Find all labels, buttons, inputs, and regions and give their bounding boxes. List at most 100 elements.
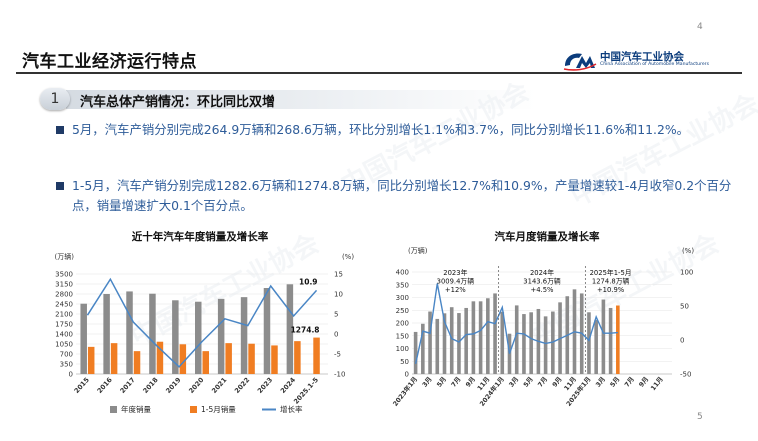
section-number-badge: 1	[40, 88, 70, 110]
y-tick-label-left: 0	[405, 371, 409, 379]
annotation-year-2-line-1: 2024年	[530, 268, 554, 277]
x-tick-label: 2023	[256, 376, 275, 395]
x-tick-label: 2015	[73, 376, 92, 395]
bar-monthly-sales	[486, 298, 490, 374]
y-tick-label-left: 1750	[55, 321, 73, 329]
y-tick-label-left: 0	[69, 371, 73, 379]
bar-monthly-sales	[493, 293, 497, 374]
bar-monthly-sales	[543, 316, 548, 374]
bar-monthly-sales	[478, 301, 483, 374]
y-tick-label-left: 3150	[55, 281, 73, 289]
annual-sales-chart: 近十年汽车年度销量及增长率(万辆) (%)03507001050140017502…	[55, 230, 355, 414]
x-tick-label: 2018	[141, 376, 160, 395]
bar-monthly-sales	[529, 312, 533, 374]
title-divider	[16, 72, 742, 74]
bar-monthly-sales	[449, 307, 454, 374]
y-tick-label-left: 250	[396, 307, 409, 315]
x-tick-label: 7月	[536, 375, 549, 388]
y-tick-label-right: 5	[334, 311, 338, 319]
bar-annual-sales	[126, 291, 133, 374]
bar-annual-sales	[103, 294, 110, 374]
y-tick-label-right: 50	[680, 303, 689, 311]
bar-annual-sales	[172, 300, 179, 374]
y-tick-label-right: 10	[334, 291, 343, 299]
bar-jan-may-sales	[225, 343, 232, 374]
y-tick-label-left: 2100	[55, 311, 73, 319]
monthly-sales-chart: 汽车月度销量及增长率 (万辆) (%) 0 50 100 150 200 250 300 350 40…	[391, 230, 695, 408]
x-tick-label: 7月	[450, 375, 463, 388]
section-title: 汽车总体产销情况：环比同比双增	[80, 95, 276, 110]
bar-monthly-sales	[421, 323, 425, 374]
bullet-square-icon	[56, 126, 64, 134]
x-tick-label: 3月	[421, 375, 434, 388]
x-tick-label: 2020	[187, 376, 206, 395]
bar-jan-may-sales	[202, 351, 209, 374]
annotation-year-2-line-3: +4.5%	[531, 286, 555, 294]
bullet-item-2: 1-5月，汽车产销分别完成1282.6万辆和1274.8万辆，同比分别增长12.…	[56, 176, 732, 216]
x-tick-label: 2024	[279, 376, 298, 395]
y-tick-label-left: 3500	[55, 271, 73, 279]
bar-jan-may-sales	[271, 345, 278, 374]
section-heading-bar	[66, 90, 536, 109]
bullet-item-1: 5月，汽车产销分别完成264.9万辆和268.6万辆，环比分别增长1.1%和3.…	[56, 120, 732, 140]
y-tick-label-right: 0	[680, 337, 684, 345]
x-tick-label: 5月	[435, 375, 448, 388]
legend-label-annual: 年度销量	[121, 404, 151, 414]
y-tick-label-left: 400	[396, 269, 409, 277]
page-number-bottom: 5	[697, 412, 703, 422]
bullet-text-1: 5月，汽车产销分别完成264.9万辆和268.6万辆，环比分别增长1.1%和3.…	[72, 122, 690, 137]
page-number-top: 4	[697, 22, 703, 32]
y-tick-label-left: 350	[60, 361, 73, 369]
growth-rate-line	[414, 283, 618, 364]
bar-jan-may-sales	[294, 341, 301, 374]
logo-text-cn: 中国汽车工业协会	[600, 51, 684, 63]
bar-jan-may-sales	[156, 341, 164, 374]
bar-monthly-sales	[522, 314, 526, 374]
bar-monthly-sales	[413, 331, 418, 374]
y-tick-label-left: 1400	[55, 331, 73, 339]
bar-monthly-sales	[471, 301, 476, 374]
y-tick-label-left: 200	[396, 320, 409, 328]
bar-jan-may-sales	[133, 351, 141, 374]
bar-monthly-sales	[464, 307, 468, 374]
y-tick-label-left: 2800	[55, 291, 73, 299]
bar-monthly-sales	[601, 299, 606, 374]
x-tick-label: 3月	[594, 375, 607, 388]
y-tick-label-left: 1050	[55, 341, 73, 349]
bar-annual-sales	[217, 298, 225, 374]
annotation-year-3-line-2: 1274.8万辆	[592, 277, 630, 286]
chart-title: 汽车月度销量及增长率	[495, 230, 600, 243]
y-tick-label-left: 700	[60, 351, 73, 359]
annotation-jan-may-sales: 1274.8	[291, 326, 320, 335]
bar-annual-sales	[80, 303, 87, 374]
chart-title: 近十年汽车年度销量及增长率	[132, 230, 269, 243]
caam-logo: 中国汽车工业协会 China Association of Automobile…	[562, 48, 732, 72]
x-tick-label: 2021	[210, 376, 229, 395]
x-tick-label: 11月	[649, 375, 665, 392]
bar-annual-sales	[240, 297, 248, 374]
bar-jan-may-sales	[179, 344, 187, 374]
bar-jan-may-sales	[248, 343, 255, 374]
bar-annual-sales	[263, 288, 271, 374]
x-tick-label: 5月	[522, 375, 535, 388]
legend-swatch-jan-may	[190, 406, 197, 413]
annotation-year-1-line-2: 3009.4万辆	[437, 277, 475, 286]
bar-monthly-sales	[608, 307, 613, 374]
annotation-year-1-line-3: +12%	[445, 286, 466, 294]
annotation-year-2-line-2: 3143.6万辆	[523, 277, 561, 286]
logo-text-en: China Association of Automobile Manufact…	[600, 62, 709, 67]
y-tick-label-left: 350	[396, 281, 409, 289]
y-axis-right-unit: (%)	[342, 253, 354, 261]
bar-monthly-sales	[594, 319, 598, 374]
y-tick-label-right: 15	[334, 271, 343, 279]
bar-annual-sales	[286, 284, 294, 374]
bar-monthly-sales	[587, 312, 591, 374]
legend-label-growth: 增长率	[280, 404, 303, 414]
annotation-year-3-line-3: +10.9%	[597, 286, 625, 294]
y-tick-label-right: -10	[334, 371, 345, 379]
y-tick-label-right: 0	[334, 331, 338, 339]
x-tick-label: 2016	[96, 376, 115, 395]
x-tick-label: 3月	[507, 375, 520, 388]
bar-monthly-sales	[457, 313, 461, 374]
x-tick-label: 2017	[119, 376, 138, 395]
